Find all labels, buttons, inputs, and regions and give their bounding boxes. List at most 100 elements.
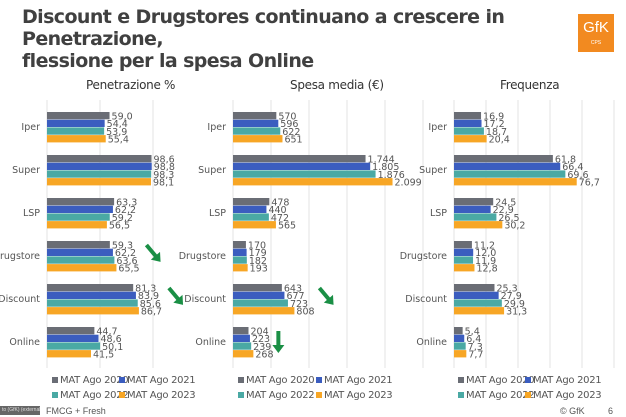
data-label: 29,9 (504, 299, 525, 310)
data-label: 31,3 (506, 307, 527, 318)
data-label: 643 (284, 284, 302, 295)
data-label: 65,5 (118, 264, 139, 275)
data-label: 41,5 (93, 350, 114, 361)
data-label: 76,7 (579, 178, 600, 189)
title-line-1: Discount e Drugstores continuano a cresc… (22, 6, 505, 50)
legend-item: MAT Ago 2022 (238, 390, 315, 402)
data-label: 677 (286, 291, 304, 302)
bar-mat-ago-2022 (233, 256, 247, 264)
bar-mat-ago-2020 (454, 198, 494, 206)
legend-item: MAT Ago 2023 (316, 390, 393, 402)
bar-mat-ago-2021 (47, 334, 99, 342)
data-label: 565 (278, 221, 296, 232)
legend-label: MAT Ago 2022 (246, 390, 315, 401)
data-label: 193 (250, 264, 268, 275)
bar-mat-ago-2022 (47, 127, 105, 135)
data-label: 24,5 (495, 198, 516, 209)
bar-mat-ago-2023 (454, 178, 577, 186)
data-label: 6,4 (466, 334, 481, 345)
bar-mat-ago-2021 (47, 248, 113, 256)
legend-swatch (238, 377, 244, 383)
data-label: 239 (253, 342, 271, 353)
category-label: Drugstore (179, 251, 226, 262)
legend-item: MAT Ago 2021 (316, 375, 393, 387)
data-label: 808 (296, 307, 314, 318)
legend-label: MAT Ago 2020 (466, 375, 535, 386)
bar-mat-ago-2023 (47, 307, 139, 315)
data-label: 478 (271, 198, 289, 209)
data-label: 59,0 (112, 112, 133, 123)
bar-mat-ago-2023 (47, 221, 107, 229)
page-number: 6 (608, 406, 614, 416)
bar-mat-ago-2021 (47, 291, 136, 299)
data-label: 53,9 (106, 127, 127, 138)
data-label: 98,6 (154, 155, 175, 166)
legend-swatch (119, 377, 125, 383)
data-label: 1.744 (368, 155, 395, 166)
bar-mat-ago-2023 (454, 221, 503, 229)
category-label: Iper (428, 122, 447, 133)
category-label: Drugstore (0, 251, 40, 262)
bar-mat-ago-2020 (454, 112, 482, 120)
bar-mat-ago-2023 (454, 307, 505, 315)
bar-mat-ago-2021 (233, 334, 250, 342)
legend-item: MAT Ago 2023 (525, 390, 602, 402)
data-label: 50,1 (102, 342, 123, 353)
slide-title: Discount e Drugstores continuano a cresc… (22, 6, 626, 72)
bar-mat-ago-2020 (47, 284, 134, 292)
data-label: 63,3 (116, 198, 137, 209)
category-label: LSP (209, 208, 226, 219)
data-label: 85,6 (140, 299, 161, 310)
footer-label: FMCG + Fresh (46, 406, 106, 416)
data-label: 223 (252, 334, 270, 345)
data-label: 98,1 (153, 178, 174, 189)
bar-mat-ago-2021 (47, 205, 113, 213)
bar-mat-ago-2022 (233, 127, 281, 135)
legend-item: MAT Ago 2020 (52, 375, 129, 387)
bar-mat-ago-2021 (454, 291, 499, 299)
title-line-2: flessione per la spesa Online (22, 50, 314, 72)
down-arrow-icon (167, 286, 184, 305)
bar-mat-ago-2022 (454, 127, 484, 135)
bar-mat-ago-2022 (47, 299, 138, 307)
legend-swatch (316, 377, 322, 383)
bar-mat-ago-2021 (233, 291, 285, 299)
data-label: 26,5 (498, 213, 519, 224)
bar-mat-ago-2023 (47, 350, 91, 358)
data-label: 56,5 (109, 221, 130, 232)
copyright: © GfK (560, 406, 585, 416)
data-label: 48,6 (101, 334, 122, 345)
data-label: 30,2 (504, 221, 525, 232)
logo-text: GfK (583, 19, 609, 36)
data-label: 170 (248, 241, 266, 252)
bar-mat-ago-2020 (454, 241, 472, 249)
down-arrow-icon (144, 243, 161, 262)
data-label: 81,3 (135, 284, 156, 295)
data-label: 204 (251, 327, 269, 338)
legend-label: MAT Ago 2023 (127, 390, 196, 401)
bar-mat-ago-2023 (233, 135, 283, 143)
bar-mat-ago-2022 (454, 342, 466, 350)
data-label: 62,2 (115, 205, 136, 216)
data-label: 5,4 (465, 327, 480, 338)
category-label: Super (198, 165, 226, 176)
legend-item: MAT Ago 2021 (119, 375, 196, 387)
data-label: 17,2 (484, 119, 505, 130)
data-label: 440 (268, 205, 286, 216)
data-label: 596 (280, 119, 298, 130)
legend-item: MAT Ago 2022 (52, 390, 129, 402)
legend-swatch (458, 392, 464, 398)
bar-mat-ago-2020 (233, 284, 282, 292)
bar-mat-ago-2020 (233, 327, 249, 335)
bar-mat-ago-2022 (454, 299, 502, 307)
bar-mat-ago-2020 (47, 112, 110, 120)
bar-mat-ago-2023 (233, 307, 295, 315)
bar-mat-ago-2022 (233, 299, 288, 307)
bar-mat-ago-2021 (454, 248, 474, 256)
category-label: Super (419, 165, 447, 176)
bar-mat-ago-2023 (47, 135, 106, 143)
logo-sub: CPS (590, 40, 602, 46)
bar-mat-ago-2021 (454, 119, 482, 127)
category-label: Online (195, 337, 226, 348)
